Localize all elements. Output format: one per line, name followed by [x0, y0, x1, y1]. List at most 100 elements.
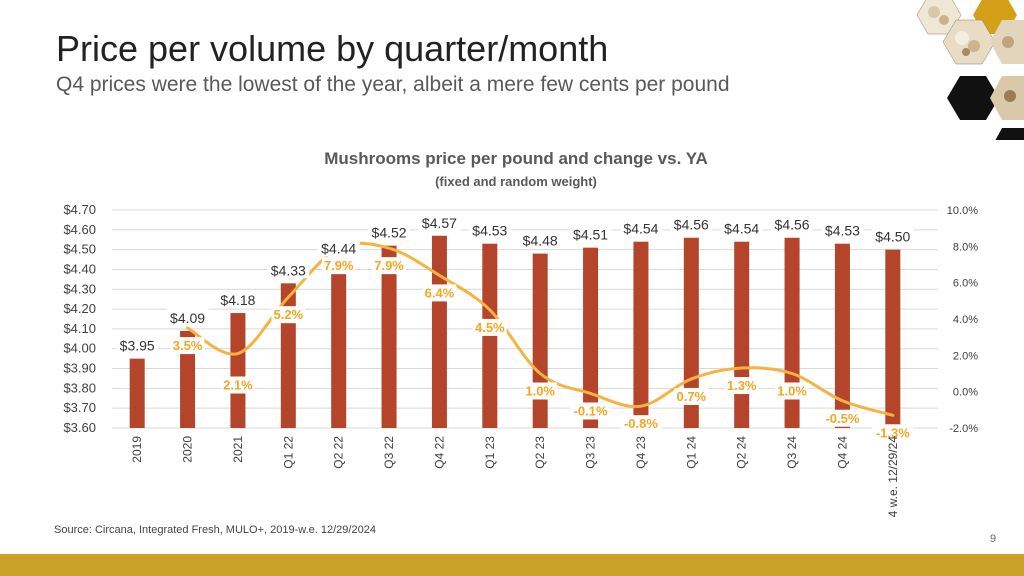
- line-label-backdrop: [321, 257, 356, 275]
- bar-value-label: $4.56: [775, 217, 810, 233]
- y-right-tick-label: 10.0%: [947, 205, 978, 217]
- x-axis-label: 4 w.e. 12/29/24: [886, 436, 900, 518]
- line-value-label: 7.9%: [324, 258, 354, 273]
- slide-subtitle: Q4 prices were the lowest of the year, a…: [56, 73, 730, 96]
- bar-label-backdrop: [720, 218, 763, 237]
- x-axis-label: Q1 24: [684, 436, 698, 469]
- bar-label-backdrop: [771, 214, 814, 233]
- line-value-label: 3.5%: [173, 338, 203, 353]
- bar-label-backdrop: [317, 238, 360, 257]
- bar-label-backdrop: [670, 214, 713, 233]
- line-label-backdrop: [170, 337, 205, 355]
- bar: [331, 261, 347, 428]
- bar: [180, 330, 196, 428]
- y-left-tick-label: $3.60: [63, 420, 96, 435]
- bar-value-label: $4.50: [875, 229, 910, 245]
- line-label-backdrop: [674, 387, 709, 405]
- line-value-label: 1.0%: [525, 384, 555, 399]
- bar-value-label: $4.33: [271, 262, 306, 278]
- y-left-tick-label: $4.40: [63, 261, 96, 276]
- line-label-backdrop: [271, 306, 306, 324]
- x-axis-label: Q4 23: [634, 436, 648, 469]
- bar: [230, 313, 246, 428]
- bar-label-backdrop: [166, 307, 209, 326]
- x-axis-label: Q3 24: [785, 436, 799, 469]
- bar: [129, 358, 145, 428]
- y-right-tick-label: 0.0%: [953, 387, 978, 399]
- line-value-label: 5.2%: [273, 307, 303, 322]
- x-axis-label: Q4 22: [432, 436, 446, 469]
- bar-value-label: $4.56: [674, 217, 709, 233]
- bar-value-label: $4.48: [523, 233, 558, 249]
- line-value-label: 1.3%: [727, 378, 757, 393]
- source-note: Source: Circana, Integrated Fresh, MULO+…: [54, 524, 376, 536]
- y-left-tick-label: $3.80: [63, 380, 96, 395]
- change-line-layer: [186, 241, 895, 417]
- bar-label-backdrop: [519, 230, 562, 249]
- line-label-backdrop: [620, 415, 662, 433]
- x-axis-label: Q2 23: [533, 436, 547, 469]
- bar-value-label: $4.54: [724, 221, 759, 237]
- x-axis-label: 2021: [231, 436, 245, 463]
- bar-label-backdrop: [619, 218, 662, 237]
- y-left-tick-label: $4.00: [63, 341, 96, 356]
- line-value-label: -1.3%: [876, 425, 910, 440]
- line-label-backdrop: [821, 409, 863, 427]
- line-label-backdrop: [422, 284, 457, 302]
- line-value-label: -0.1%: [574, 403, 608, 418]
- bar-label-backdrop: [871, 226, 914, 245]
- line-label-backdrop: [570, 402, 612, 420]
- change-vs-ya-line: [186, 241, 895, 417]
- bar-label-backdrop: [468, 220, 511, 239]
- bar-value-label: $4.54: [623, 221, 658, 237]
- footer-bar: [0, 554, 1024, 576]
- line-value-label: 7.9%: [374, 258, 404, 273]
- bar-value-label: $4.57: [422, 215, 457, 231]
- y-right-tick-label: 8.0%: [953, 241, 978, 253]
- x-axis-label: Q2 22: [332, 436, 346, 469]
- x-axis-label: Q1 23: [483, 436, 497, 469]
- bar-value-label: $4.18: [220, 292, 255, 308]
- line-value-label: 4.5%: [475, 320, 505, 335]
- line-label-backdrop: [372, 257, 406, 275]
- bar-label-backdrop: [418, 212, 461, 231]
- bar-value-label: $4.09: [170, 310, 205, 326]
- hexagon-mushroom-photo: [942, 19, 996, 65]
- y-left-tick-label: $4.50: [63, 242, 96, 257]
- y-right-tick-label: 6.0%: [953, 278, 978, 290]
- bar-labels: $3.95 $4.09 $4.18 $4.33 $4.44 $4.52 $4.57 $4.53…: [116, 212, 914, 354]
- y-axis-right: -2.0% 0.0% 2.0% 4.0% 6.0% 8.0% 10.0%: [947, 205, 978, 435]
- x-axis-label: Q1 22: [281, 436, 295, 469]
- bar-value-label: $4.51: [573, 227, 608, 243]
- bar: [431, 235, 447, 428]
- line-label-backdrop: [473, 318, 507, 336]
- bar: [885, 249, 901, 428]
- line-label-backdrop: [221, 376, 255, 394]
- price-chart: Mushrooms price per pound and change vs.…: [63, 149, 978, 518]
- slide-title: Price per volume by quarter/month: [56, 28, 609, 69]
- hexagon-black: [947, 76, 999, 120]
- x-axis-label: Q3 23: [584, 436, 598, 469]
- y-right-tick-label: 4.0%: [953, 314, 978, 326]
- y-left-tick-label: $4.60: [63, 222, 96, 237]
- y-left-tick-label: $4.30: [63, 281, 96, 296]
- bar-label-backdrop: [267, 260, 310, 279]
- hexagon-photo-collage: [916, 0, 1024, 140]
- line-value-label: 2.1%: [223, 378, 253, 393]
- bar-value-label: $3.95: [120, 338, 155, 354]
- bar-value-label: $4.52: [372, 225, 407, 241]
- y-left-tick-label: $3.90: [63, 361, 96, 376]
- y-left-tick-label: $3.70: [63, 400, 96, 415]
- line-label-backdrop: [872, 424, 914, 442]
- bar-value-label: $4.44: [321, 241, 356, 257]
- y-left-tick-label: $4.20: [63, 301, 96, 316]
- bar: [834, 243, 850, 428]
- line-value-label: -0.5%: [825, 411, 859, 426]
- x-axis-label: 2019: [130, 436, 144, 463]
- line-value-label: 1.0%: [777, 384, 807, 399]
- y-left-tick-label: $4.10: [63, 321, 96, 336]
- bar-label-backdrop: [368, 222, 411, 241]
- bar: [583, 247, 599, 428]
- bar-label-backdrop: [821, 220, 864, 239]
- line-value-label: -0.8%: [624, 416, 658, 431]
